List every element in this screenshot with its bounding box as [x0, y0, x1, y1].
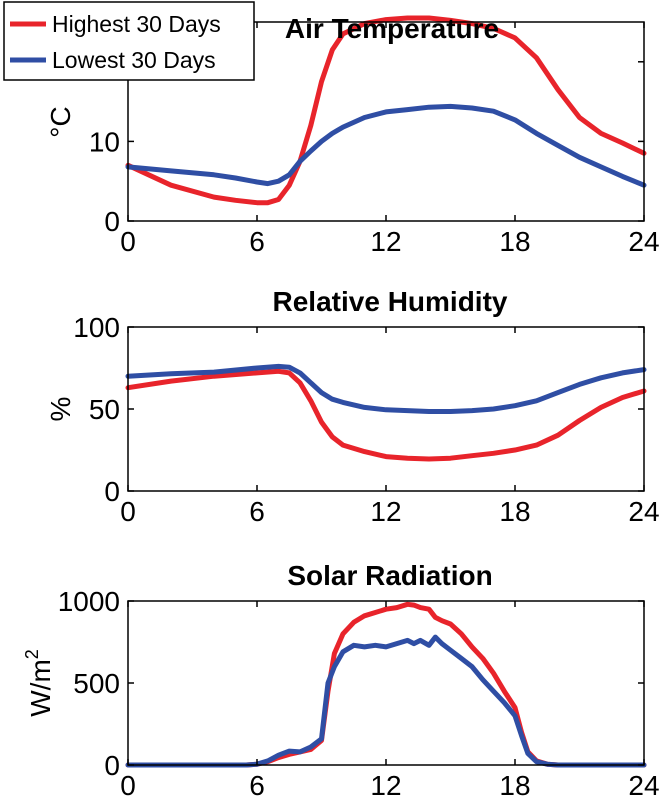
chart-title: Solar Radiation — [287, 560, 492, 591]
y-axis-label: °C — [45, 106, 76, 137]
x-tick-label: 18 — [499, 770, 530, 801]
x-tick-label: 24 — [628, 226, 659, 257]
y-tick-label: 1000 — [58, 586, 120, 617]
y-axis-label-superscript: 2 — [22, 649, 42, 659]
y-tick-label: 50 — [89, 394, 120, 425]
x-tick-label: 0 — [120, 226, 136, 257]
x-tick-label: 6 — [249, 770, 265, 801]
x-tick-label: 24 — [628, 496, 659, 527]
x-tick-label: 6 — [249, 226, 265, 257]
y-tick-label: 0 — [104, 750, 120, 781]
x-tick-label: 6 — [249, 496, 265, 527]
y-tick-label: 500 — [73, 668, 120, 699]
legend-box — [3, 1, 255, 81]
y-axis-label-base: W/m — [25, 659, 56, 717]
series-line-highest — [125, 368, 647, 462]
y-tick-label: 100 — [73, 312, 120, 343]
series-line-lowest — [125, 363, 647, 414]
y-axis-label: W/m2 — [22, 649, 56, 717]
subplot-3: 0 6 12 18 24 0 500 1000 Solar Radiation W/m2 — [22, 560, 660, 801]
axes-box — [127, 600, 645, 766]
series-line-highest — [125, 15, 647, 206]
x-tick-label: 12 — [370, 226, 401, 257]
y-tick-label: 0 — [104, 206, 120, 237]
series-line-lowest — [125, 103, 647, 188]
x-tick-label: 0 — [120, 496, 136, 527]
x-tick-label: 24 — [628, 770, 659, 801]
chart-title: Air Temperature — [285, 13, 499, 44]
legend: Highest 30 Days Lowest 30 Days — [3, 1, 255, 81]
legend-label: Highest 30 Days — [52, 11, 221, 37]
x-tick-label: 12 — [370, 770, 401, 801]
x-tick-label: 0 — [120, 770, 136, 801]
x-tick-label: 18 — [499, 496, 530, 527]
chart-title: Relative Humidity — [273, 286, 508, 317]
series-line-highest — [125, 601, 647, 768]
x-tick-label: 12 — [370, 496, 401, 527]
legend-label: Lowest 30 Days — [52, 47, 216, 73]
y-tick-label: 10 — [89, 126, 120, 157]
subplot-2: 0 6 12 18 24 0 50 100 Relative Humidity% — [45, 286, 660, 527]
series-line-lowest — [125, 634, 647, 768]
y-axis-label: % — [45, 397, 76, 422]
y-tick-label: 0 — [104, 476, 120, 507]
x-tick-label: 18 — [499, 226, 530, 257]
